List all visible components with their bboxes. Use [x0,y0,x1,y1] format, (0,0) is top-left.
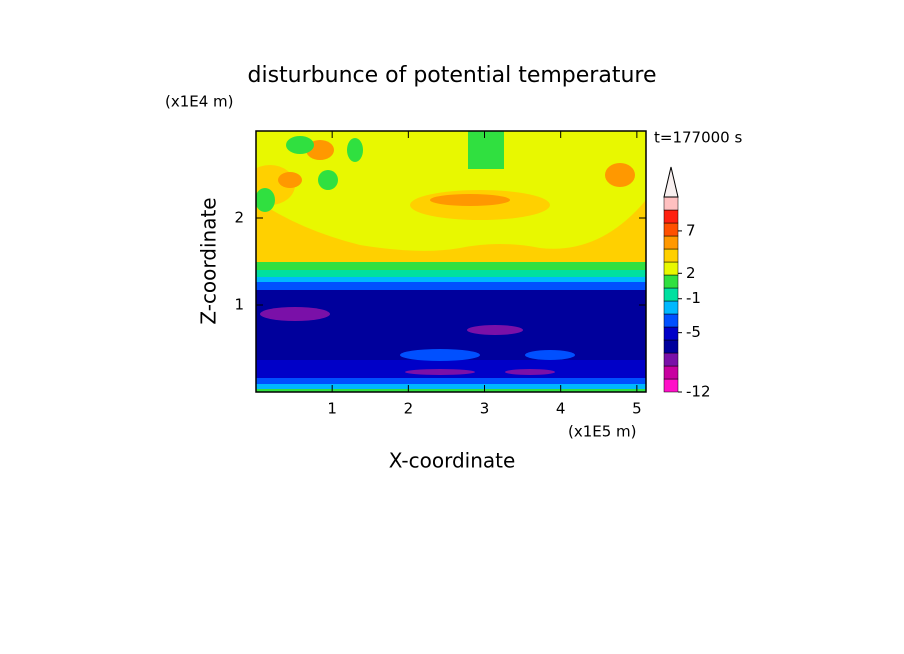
x-tick-label: 3 [480,400,490,418]
chart-title: disturbunce of potential temperature [248,63,657,88]
colorbar-tick-label: -5 [686,323,701,341]
colorbar-swatch [663,378,679,393]
contour-fill [286,136,314,154]
contour-fill [405,369,475,375]
contour-fill [347,138,363,162]
contour-fill [605,163,635,187]
colorbar-swatch [663,326,679,341]
contour-fill [256,277,646,282]
x-tick-label: 1 [327,400,337,418]
colorbar-tick-label: 7 [686,221,696,239]
colorbar-swatch [663,261,679,276]
contour-fill [525,350,575,360]
x-tick-label: 5 [632,400,642,418]
colorbar-swatch [663,352,679,367]
colorbar-swatch [663,235,679,250]
contour-fill [278,172,302,188]
annotation: t=177000 s [654,129,742,147]
x-axis-label: X-coordinate [389,449,516,473]
contour-fill [505,369,555,375]
y-tick-label: 1 [234,296,244,314]
contour-fill [430,194,510,206]
colorbar-tick-label: 2 [686,264,696,282]
contour-fill [318,170,338,190]
colorbar-tick-label: -1 [686,289,701,307]
colorbar-swatch [663,248,679,263]
contour-fill [256,270,646,277]
contour-fill [467,325,523,335]
x-tick-label: 2 [404,400,414,418]
colorbar-swatch [663,313,679,328]
colorbar-arrow [663,166,679,198]
y-unit: (x1E4 m) [165,93,234,111]
colorbar-tick-label: -12 [686,383,711,401]
colorbar-swatch [663,209,679,224]
contour-fill [400,349,480,361]
colorbar-swatch [663,196,679,211]
contour-fill [256,200,646,262]
contour-fill [256,389,646,392]
contour-fill [256,282,646,290]
plot-frame [255,130,647,393]
contour-fill [256,188,275,212]
colorbar-swatch [663,222,679,237]
y-axis-label: Z-coordinate [197,197,221,324]
x-unit: (x1E5 m) [568,423,637,441]
colorbar-swatch [663,287,679,302]
x-tick-label: 4 [556,400,566,418]
contour-fill [256,384,646,389]
contour-fill [468,131,504,169]
colorbar-swatch [663,365,679,380]
y-tick-label: 2 [234,209,244,227]
colorbar-swatch [663,339,679,354]
contour-fill [260,307,330,321]
colorbar-swatch [663,300,679,315]
contour-fill [256,378,646,384]
contour-fill [256,290,646,360]
contour-field [256,131,646,392]
contour-fill [256,262,646,270]
colorbar-swatch [663,274,679,289]
